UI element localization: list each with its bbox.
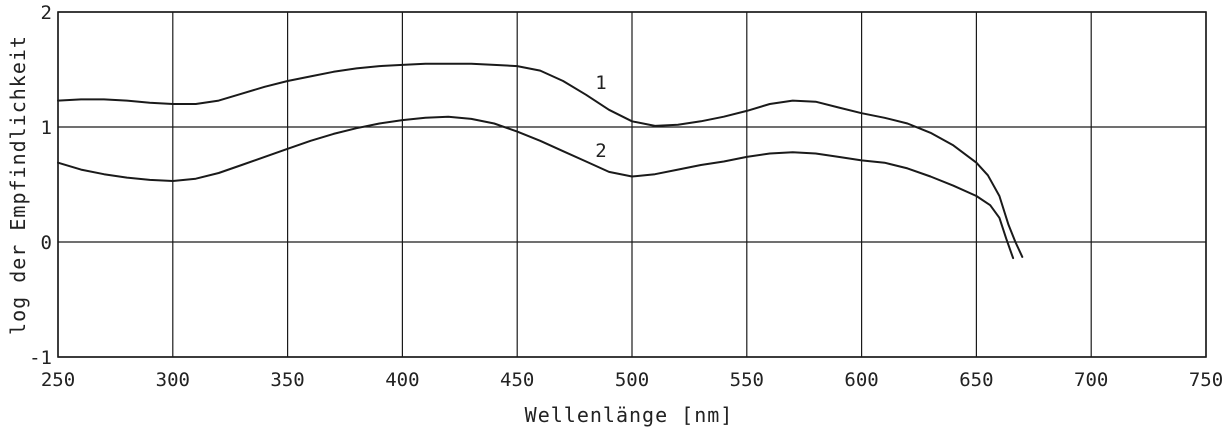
x-tick-label: 600: [844, 369, 878, 391]
y-axis-label: log der Empfindlichkeit: [6, 35, 30, 335]
x-tick-label: 650: [959, 369, 993, 391]
x-tick-labels: 250 300 350 400 450 500 550 600 650 700 750: [41, 369, 1223, 391]
series-line-1: [57, 62, 1024, 258]
x-tick-label: 550: [730, 369, 764, 391]
x-tick-label: 750: [1189, 369, 1223, 391]
series-line-2: [57, 115, 1015, 260]
y-tick-label: 0: [41, 232, 52, 254]
x-tick-label: 450: [500, 369, 534, 391]
x-tick-label: 250: [41, 369, 75, 391]
x-axis-label: Wellenlänge [nm]: [525, 403, 734, 427]
annotations-group: 12: [595, 72, 606, 162]
y-tick-labels: 2 1 0 -1: [29, 2, 52, 369]
y-tick-label: -1: [29, 347, 52, 369]
x-tick-label: 500: [615, 369, 649, 391]
curve-label-1: 1: [595, 72, 606, 94]
series-group: [57, 62, 1024, 260]
y-tick-label: 1: [41, 117, 52, 139]
plot-frame: [57, 11, 1207, 358]
curve-label-2: 2: [595, 140, 606, 162]
x-tick-label: 350: [270, 369, 304, 391]
grid: [57, 11, 1207, 358]
y-tick-label: 2: [41, 2, 52, 24]
x-tick-label: 300: [156, 369, 190, 391]
x-tick-label: 400: [385, 369, 419, 391]
x-tick-label: 700: [1074, 369, 1108, 391]
